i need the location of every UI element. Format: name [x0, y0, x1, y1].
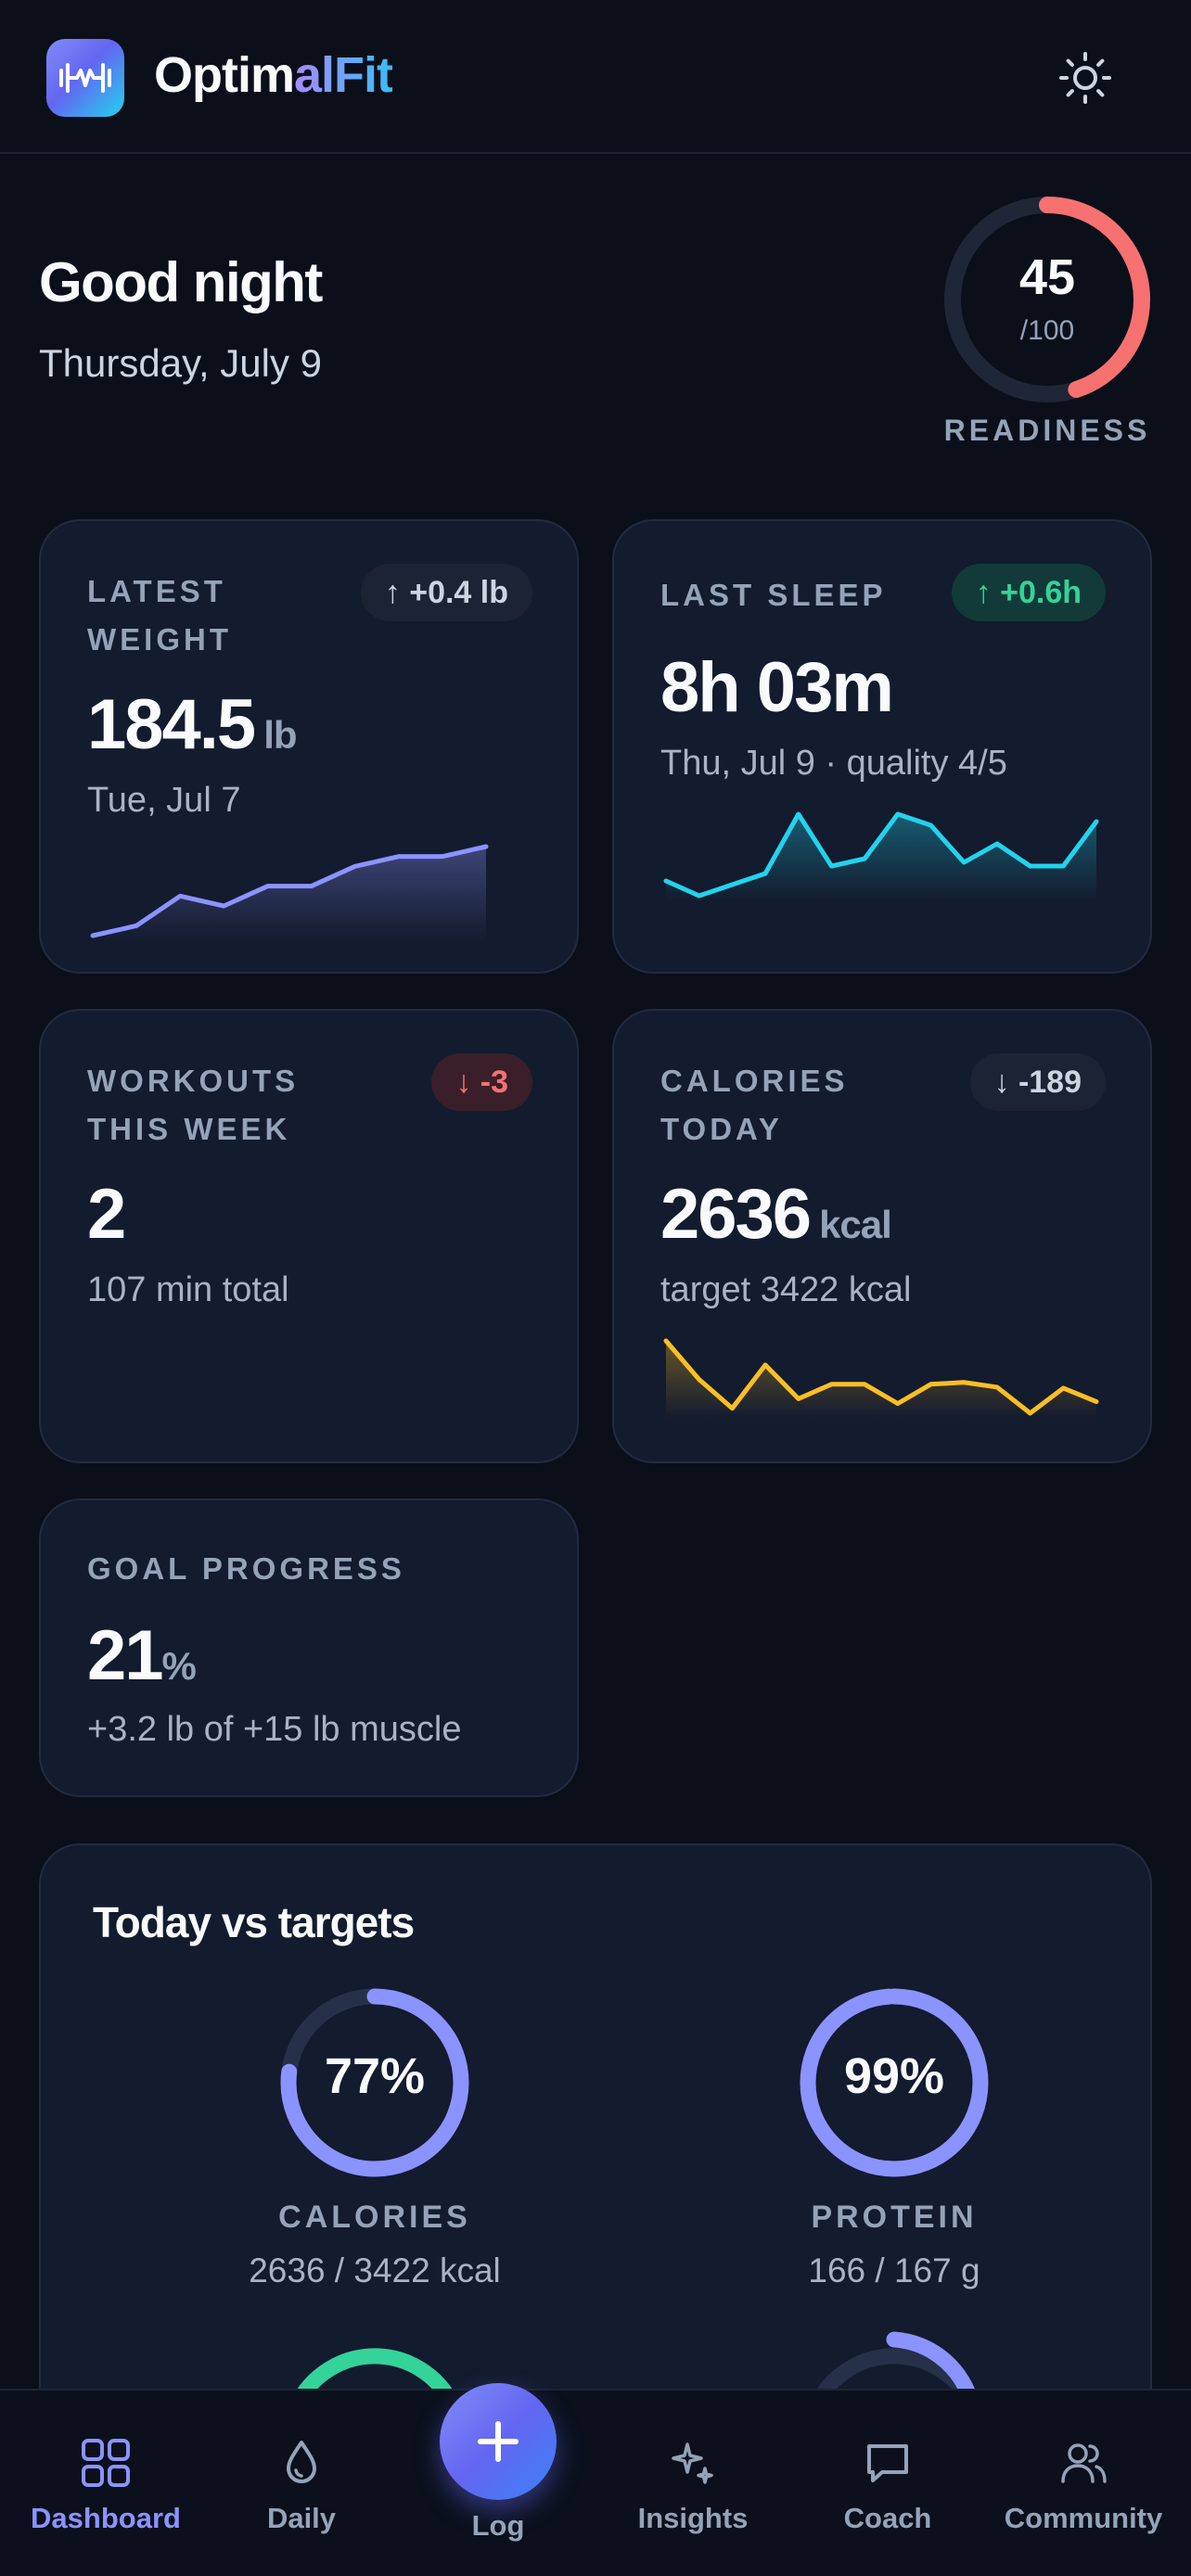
sleep-card[interactable]: LAST SLEEP ↑ +0.6h 8h 03m Thu, Jul 9 · q… — [612, 519, 1152, 974]
chat-icon — [867, 2444, 908, 2482]
nav-daily[interactable]: Daily — [209, 2437, 394, 2548]
nav-insights-label: Insights — [637, 2502, 749, 2534]
readiness-ring-arc — [944, 197, 1150, 402]
water-gauge-ring — [288, 2348, 461, 2414]
protein-gauge-ring — [800, 1988, 989, 2177]
workouts-card-label: WORKOUTS THIS WEEK — [87, 1064, 300, 1146]
bottom-nav: Dashboard Daily Insights Coach — [0, 2389, 1191, 2576]
sleep-sparkline — [663, 811, 1099, 901]
protein-gauge-percent: 99% — [843, 2048, 945, 2104]
greeting: Good night — [39, 251, 323, 313]
droplet-icon — [287, 2441, 316, 2483]
nav-community[interactable]: Community — [991, 2437, 1176, 2548]
goal-progress-card[interactable]: GOAL PROGRESS 21% +3.2 lb of +15 lb musc… — [39, 1498, 579, 1797]
nav-dashboard-label: Dashboard — [31, 2502, 181, 2534]
weight-card-label: LATEST WEIGHT — [87, 574, 232, 657]
calories-gauge[interactable]: 77% CALORIES 2636 / 3422 kcal — [180, 1988, 570, 2303]
sparkline-area — [666, 814, 1096, 901]
sun-icon — [1059, 52, 1111, 104]
nav-daily-label: Daily — [266, 2502, 337, 2534]
nav-coach[interactable]: Coach — [795, 2437, 980, 2548]
sparkle-icon — [672, 2442, 713, 2484]
calories-card-label: CALORIES TODAY — [660, 1064, 849, 1146]
log-button[interactable] — [440, 2383, 557, 2500]
calories-delta-badge: ↓ -189 — [969, 1053, 1106, 1111]
goal-card-label: GOAL PROGRESS — [87, 1551, 405, 1586]
top-bar: OptimalFit — [0, 0, 1191, 154]
calories-target: target 3422 kcal — [660, 1270, 912, 1309]
calories-sparkline — [663, 1338, 1099, 1419]
sparkline-line — [663, 1338, 1099, 1416]
calories-gauge-percent: 77% — [324, 2048, 426, 2104]
sparkline-line — [90, 844, 489, 938]
weight-card[interactable]: LATEST WEIGHT ↑ +0.4 lb 184.5 lb Tue, Jul… — [39, 519, 579, 974]
readiness-label: READINESS — [943, 414, 1151, 447]
weight-unit: lb — [263, 713, 297, 757]
workouts-delta-badge: ↓ -3 — [431, 1053, 532, 1111]
theme-toggle-button[interactable] — [1048, 41, 1122, 115]
readiness-ring[interactable] — [939, 191, 1156, 408]
current-date: Thursday, July 9 — [39, 341, 323, 385]
goal-value: 21 — [87, 1616, 164, 1695]
sleep-card-label: LAST SLEEP — [660, 578, 887, 612]
grid-icon — [82, 2439, 130, 2487]
weight-date: Tue, Jul 7 — [87, 781, 241, 820]
calories-value: 2636 — [660, 1175, 812, 1254]
calories-unit: kcal — [819, 1203, 892, 1246]
readiness-score: 45 — [1018, 249, 1076, 305]
protein-gauge-detail: 166 / 167 g — [808, 2251, 980, 2289]
sleep-detail: Thu, Jul 9 · quality 4/5 — [660, 744, 1007, 783]
calories-card[interactable]: CALORIES TODAY ↓ -189 2636 kcal target 34… — [612, 1009, 1152, 1463]
protein-gauge-label: PROTEIN — [811, 2200, 978, 2235]
app-name: OptimalFit — [154, 47, 393, 103]
workouts-card[interactable]: WORKOUTS THIS WEEK ↓ -3 2 107 min total — [39, 1009, 579, 1463]
plus-icon — [478, 2421, 519, 2462]
calories-gauge-label: CALORIES — [278, 2200, 471, 2235]
weight-value-row: 184.5 lb — [87, 684, 298, 765]
calories-gauge-ring — [280, 1988, 469, 2177]
goal-detail: +3.2 lb of +15 lb muscle — [87, 1710, 462, 1749]
weight-value: 184.5 — [87, 685, 256, 764]
weight-sparkline — [90, 844, 489, 941]
workouts-value: 2 — [87, 1175, 126, 1254]
sparkline-area — [666, 1341, 1096, 1419]
sparkline-area — [93, 847, 486, 941]
goal-unit: % — [161, 1644, 197, 1688]
weight-delta-badge: ↑ +0.4 lb — [360, 564, 532, 621]
dumbbell-icon — [59, 63, 111, 93]
sleep-delta-badge: ↑ +0.6h — [951, 564, 1106, 621]
calories-value-row: 2636 kcal — [660, 1174, 892, 1255]
protein-gauge-arc — [800, 1988, 989, 2177]
protein-gauge[interactable]: 99% PROTEIN 166 / 167 g — [699, 1988, 1089, 2303]
users-icon — [1061, 2443, 1107, 2483]
log-button-label: Log — [471, 2509, 525, 2542]
calories-gauge-detail: 2636 / 3422 kcal — [249, 2251, 501, 2289]
workouts-total: 107 min total — [87, 1270, 289, 1309]
nav-dashboard[interactable]: Dashboard — [13, 2437, 198, 2548]
nav-community-label: Community — [1004, 2502, 1163, 2534]
goal-value-row: 21% — [87, 1615, 197, 1696]
nav-insights[interactable]: Insights — [600, 2437, 786, 2548]
sparkline-line — [663, 811, 1099, 899]
readiness-max: /100 — [1019, 315, 1075, 346]
calories-gauge-arc — [280, 1988, 469, 2177]
app-logo — [46, 39, 124, 117]
nav-coach-label: Coach — [843, 2502, 932, 2534]
targets-title: Today vs targets — [93, 1898, 415, 1946]
sleep-value: 8h 03m — [660, 648, 894, 727]
